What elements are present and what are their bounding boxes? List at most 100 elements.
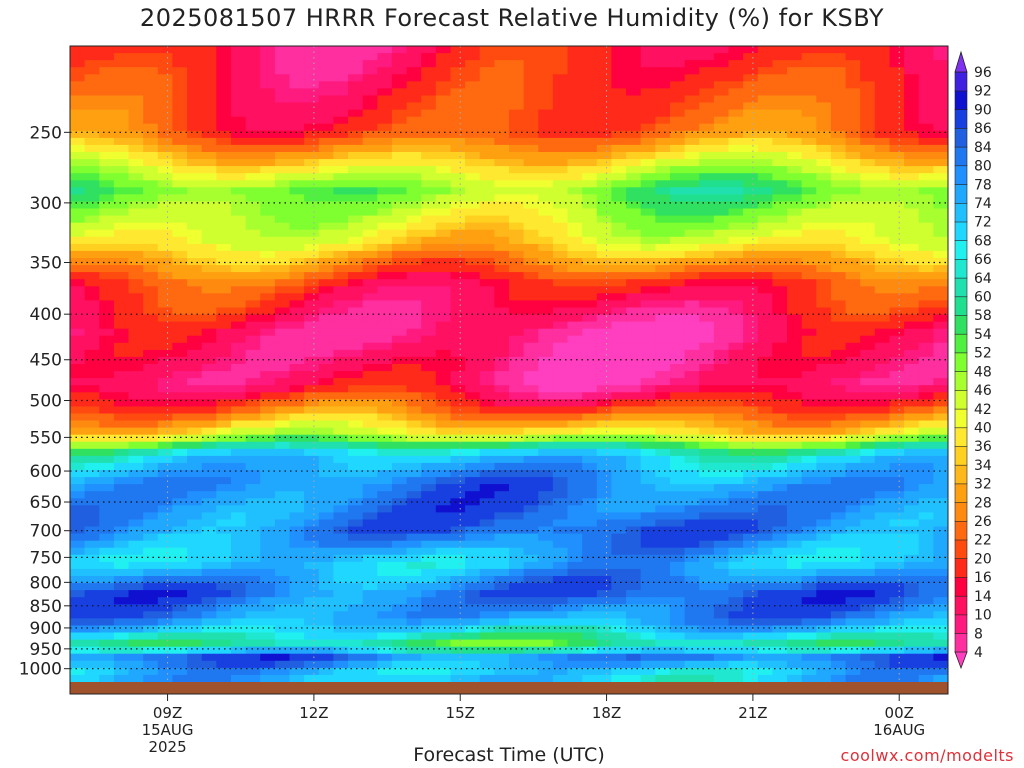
rh-cell	[816, 116, 832, 125]
rh-cell	[70, 526, 86, 535]
rh-cell	[465, 279, 481, 287]
rh-cell	[465, 293, 481, 301]
rh-cell	[435, 194, 451, 203]
rh-cell	[187, 392, 203, 400]
rh-cell	[113, 674, 130, 682]
rh-cell	[567, 385, 583, 393]
rh-cell	[391, 441, 408, 450]
rh-cell	[128, 618, 144, 627]
rh-cell	[406, 356, 422, 365]
rh-cell	[99, 258, 115, 266]
rh-cell	[670, 342, 686, 351]
rh-cell	[333, 272, 349, 280]
rh-cell	[479, 491, 495, 499]
rh-cell	[348, 46, 364, 54]
rh-cell	[406, 568, 422, 577]
rh-cell	[757, 166, 773, 174]
rh-cell	[538, 300, 554, 309]
rh-cell	[84, 448, 100, 457]
rh-cell	[362, 201, 378, 210]
rh-cell	[289, 102, 305, 111]
rh-cell	[801, 88, 817, 97]
rh-cell	[743, 533, 759, 542]
rh-cell	[274, 67, 291, 75]
rh-cell	[713, 448, 730, 457]
rh-cell	[582, 229, 598, 238]
rh-cell	[260, 611, 276, 619]
rh-cell	[333, 286, 349, 294]
rh-cell	[772, 385, 788, 393]
rh-cell	[538, 88, 554, 97]
rh-cell	[830, 229, 847, 238]
rh-cell	[479, 639, 495, 648]
rh-cell	[128, 371, 144, 379]
rh-cell	[787, 258, 803, 266]
rh-cell	[787, 448, 803, 457]
rh-cell	[670, 576, 686, 584]
rh-cell	[231, 576, 247, 584]
rh-cell	[377, 667, 393, 676]
rh-cell	[699, 286, 715, 294]
rh-cell	[684, 173, 700, 181]
rh-cell	[479, 356, 495, 365]
rh-cell	[304, 611, 320, 619]
rh-cell	[84, 392, 100, 400]
rh-cell	[801, 639, 817, 648]
rh-cell	[113, 314, 130, 323]
rh-cell	[260, 328, 276, 337]
rh-cell	[713, 46, 730, 54]
rh-cell	[157, 554, 173, 563]
rh-cell	[435, 441, 451, 450]
rh-cell	[157, 88, 173, 97]
rh-cell	[143, 455, 159, 464]
rh-cell	[787, 660, 803, 669]
rh-cell	[333, 576, 349, 584]
rh-cell	[113, 159, 130, 167]
rh-cell	[684, 166, 700, 174]
rh-cell	[245, 81, 261, 89]
rh-cell	[216, 477, 232, 485]
rh-cell	[670, 583, 686, 591]
rh-cell	[333, 243, 349, 252]
rh-cell	[596, 625, 612, 634]
rh-cell	[421, 667, 437, 676]
rh-cell	[787, 667, 803, 676]
rh-cell	[318, 399, 334, 407]
rh-cell	[157, 53, 173, 61]
rh-cell	[684, 194, 700, 203]
rh-cell	[670, 547, 686, 556]
rh-cell	[362, 420, 378, 429]
rh-cell	[494, 349, 510, 358]
rh-cell	[626, 590, 642, 598]
rh-cell	[523, 441, 539, 450]
rh-cell	[128, 137, 144, 146]
rh-cell	[626, 342, 642, 351]
rh-cell	[582, 159, 598, 167]
rh-cell	[596, 378, 612, 386]
rh-cell	[713, 477, 730, 485]
rh-cell	[289, 378, 305, 386]
rh-cell	[757, 314, 773, 323]
rh-cell	[187, 328, 203, 337]
rh-cell	[538, 144, 554, 153]
rh-cell	[713, 222, 730, 231]
rh-cell	[538, 74, 554, 82]
rh-cell	[391, 243, 408, 252]
rh-cell	[699, 130, 715, 139]
rh-cell	[113, 590, 130, 598]
rh-cell	[582, 109, 598, 118]
rh-cell	[333, 102, 349, 111]
rh-cell	[509, 123, 525, 132]
rh-cell	[830, 498, 847, 506]
rh-cell	[128, 152, 144, 160]
rh-cell	[216, 568, 232, 577]
rh-cell	[128, 173, 144, 181]
rh-cell	[143, 74, 159, 82]
rh-cell	[552, 123, 569, 132]
rh-cell	[348, 123, 364, 132]
rh-cell	[670, 166, 686, 174]
rh-cell	[348, 194, 364, 203]
rh-cell	[70, 547, 86, 556]
rh-cell	[377, 187, 393, 195]
rh-cell	[333, 187, 349, 195]
